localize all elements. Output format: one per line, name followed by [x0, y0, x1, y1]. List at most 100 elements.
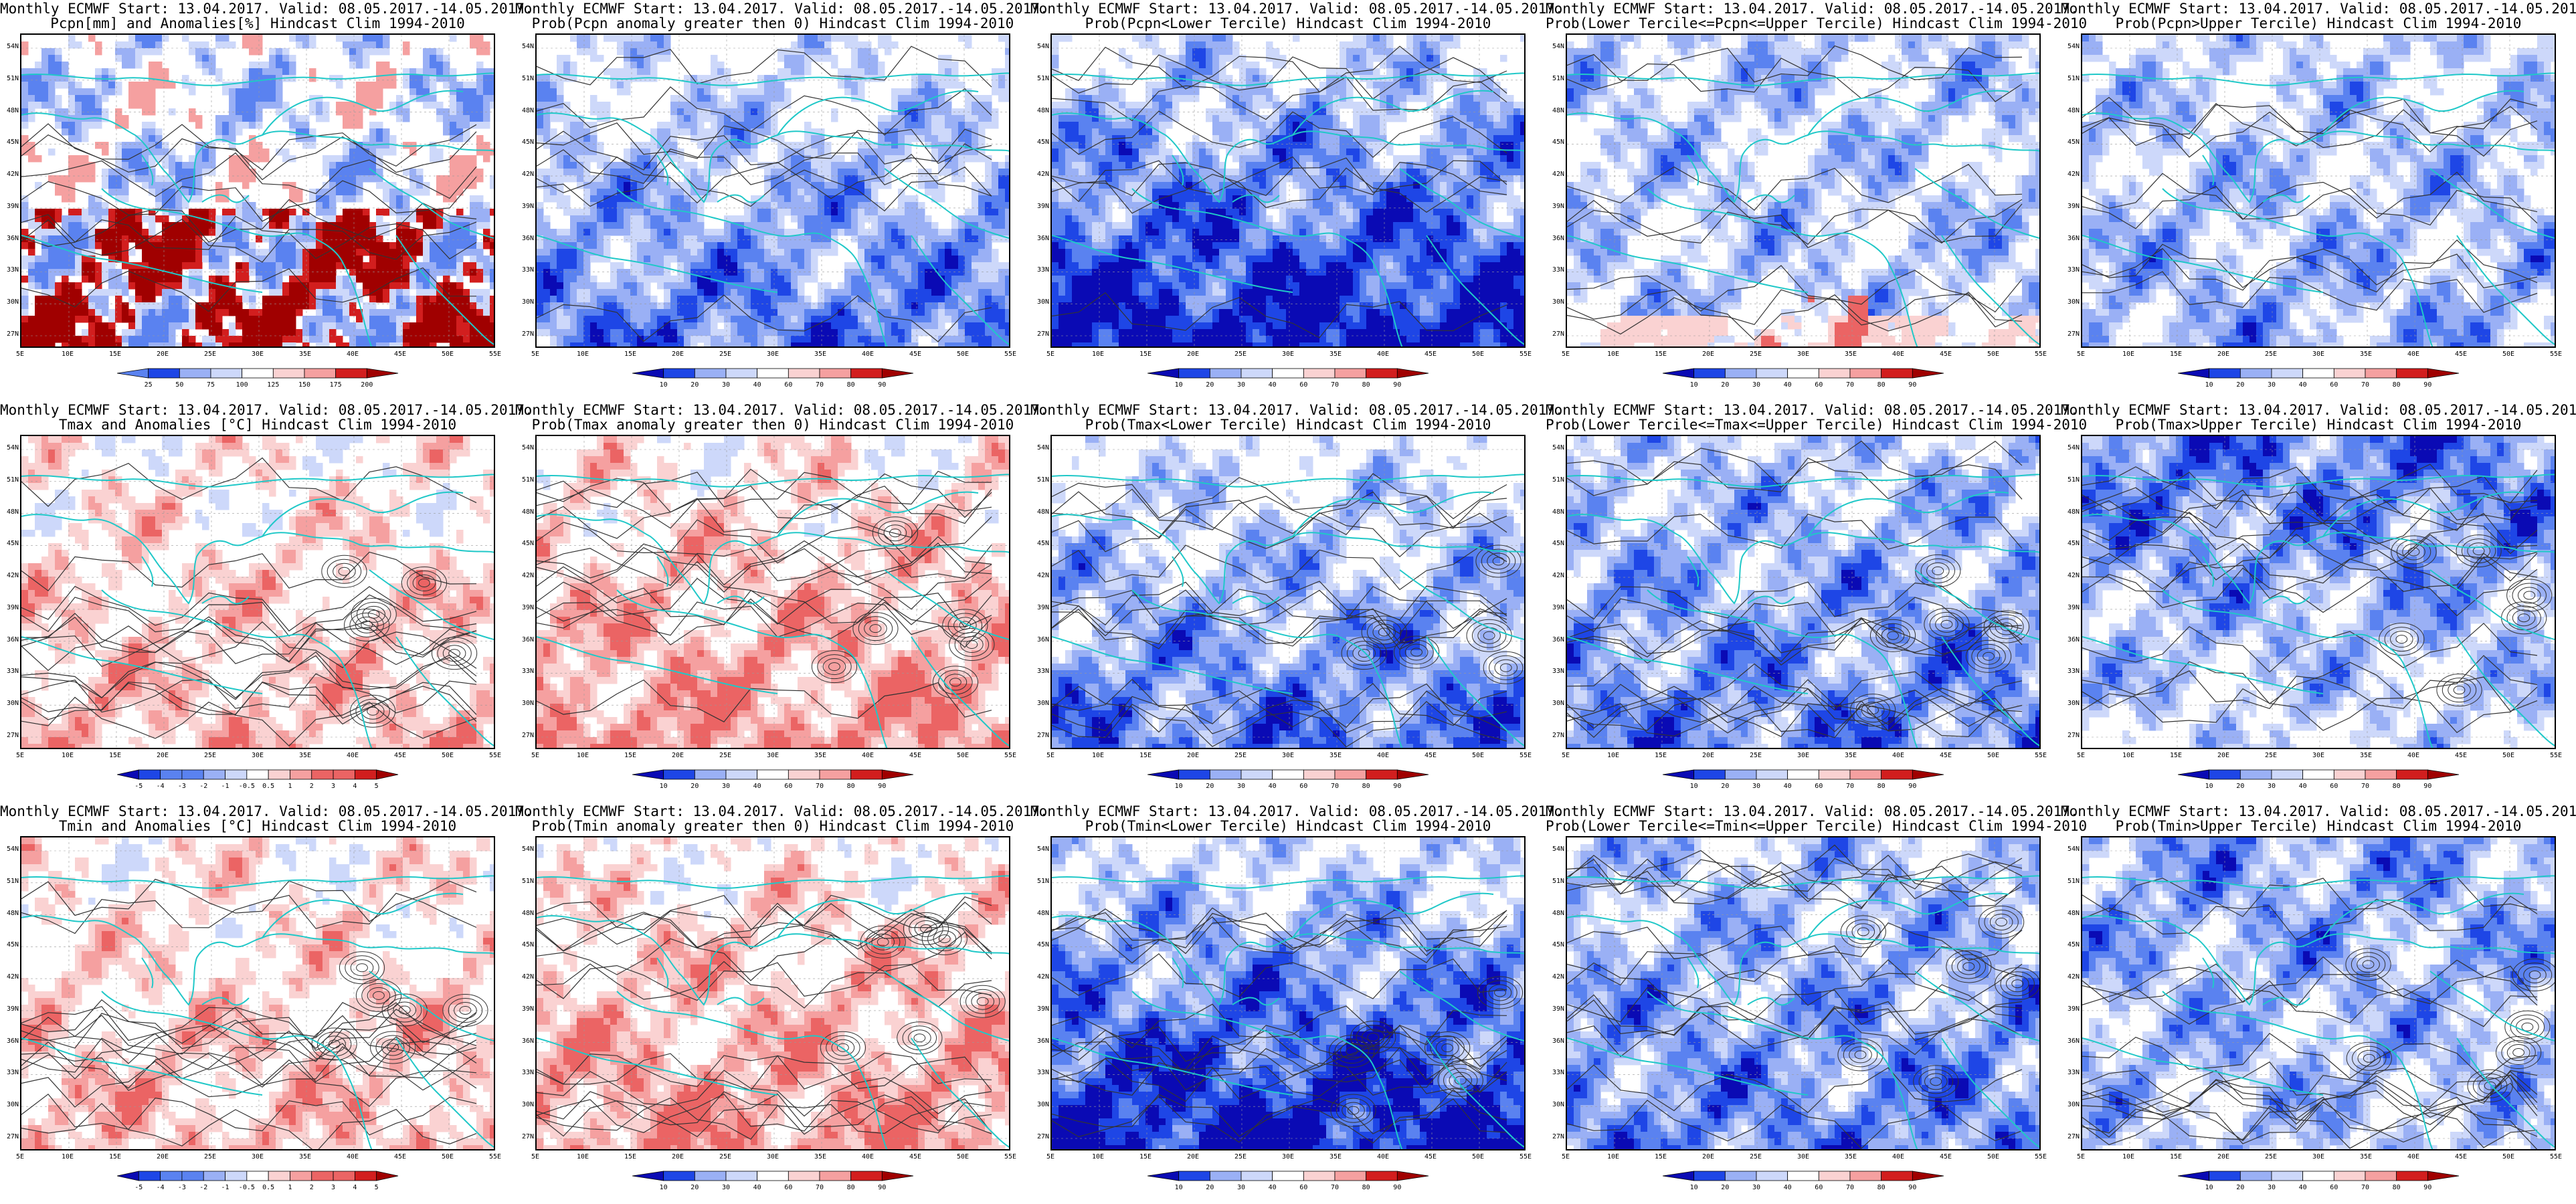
colorbar-swatch	[181, 769, 204, 780]
isoline-ring	[344, 608, 390, 641]
isoline-ring	[356, 963, 368, 973]
isoline-ring	[387, 997, 422, 1023]
colorbar-swatch	[788, 1171, 820, 1181]
isoline-ring	[431, 637, 478, 670]
colorbar-swatch	[1787, 769, 1819, 780]
latitude-label: 51N	[1547, 476, 1564, 484]
colorbar-tick-label: 20	[1206, 381, 1214, 389]
longitude-label: 35E	[814, 1153, 826, 1161]
colorbar-tick-label: 10	[2205, 381, 2213, 389]
longitude-label: 55E	[1004, 752, 1016, 759]
isoline-ring	[1394, 635, 1440, 669]
isoline	[537, 932, 992, 981]
coastline	[21, 1037, 263, 1096]
coastline	[1052, 235, 1293, 293]
colorbar-tick-label: 40	[1269, 1184, 1277, 1191]
coastline	[2429, 569, 2555, 640]
longitude-label: 30E	[767, 350, 779, 358]
latitude-label: 27N	[2062, 330, 2080, 338]
isoline	[1567, 581, 2023, 620]
longitude-label: 40E	[2407, 1153, 2419, 1161]
latitude-label: 27N	[1032, 1133, 1049, 1140]
isoline-ring	[1492, 557, 1505, 566]
latitude-label: 48N	[1, 910, 19, 917]
colorbar-tick-label: 70	[1846, 783, 1854, 790]
longitude-label: 20E	[672, 752, 684, 759]
latitude-label: 48N	[517, 910, 534, 917]
isoline-ring	[1989, 913, 2013, 930]
isoline-ring	[2357, 1049, 2381, 1067]
colorbar-swatch	[757, 769, 789, 780]
colorbar-swatch	[2333, 1171, 2366, 1181]
longitude-label: 5E	[1046, 1153, 1054, 1161]
isoline-ring	[2391, 535, 2437, 569]
longitude-label: 20E	[157, 752, 169, 759]
isoline-ring	[1929, 611, 1964, 637]
colorbar-tick-label: 10	[2205, 783, 2213, 790]
panel-title-run: Monthly ECMWF Start: 13.04.2017. Valid: …	[2061, 403, 2576, 417]
latitude-label: 33N	[1, 668, 19, 675]
colorbar-swatch	[850, 769, 883, 780]
latitude-label: 33N	[2062, 266, 2080, 274]
isoline	[1052, 1089, 1507, 1137]
longitude-label: 40E	[862, 752, 874, 759]
isoline	[21, 123, 477, 171]
longitude-label: 55E	[1520, 752, 1532, 759]
longitude-label: 5E	[16, 1153, 24, 1161]
isoline-ring	[1935, 615, 1958, 633]
colorbar-swatch	[138, 1171, 161, 1181]
latitude-label: 33N	[517, 1069, 534, 1076]
isoline	[21, 215, 477, 260]
coastline	[1567, 112, 2039, 203]
colorbar-tick-label: 90	[1393, 783, 1401, 790]
coastline	[1567, 474, 2039, 488]
latitude-label: 30N	[517, 298, 534, 306]
colorbar-swatch	[2209, 368, 2241, 379]
longitude-label: 25E	[2265, 350, 2277, 358]
latitude-label: 45N	[1032, 138, 1049, 146]
longitude-label: 15E	[2170, 350, 2182, 358]
longitude-label: 15E	[1655, 1153, 1667, 1161]
colorbar-swatch	[1724, 769, 1757, 780]
colorbar-tick-label: -5	[134, 783, 143, 790]
longitude-label: 35E	[1329, 752, 1342, 759]
colorbar-swatch	[757, 1171, 789, 1181]
colorbar	[2178, 368, 2460, 379]
colorbar-swatch	[1912, 1171, 1944, 1181]
coastline	[2456, 235, 2555, 345]
isoline-ring	[448, 649, 460, 658]
longitude-label: 10E	[2122, 1153, 2134, 1161]
isoline	[2082, 956, 2538, 1006]
colorbar-tick-label: -3	[178, 783, 186, 790]
colorbar-svg	[117, 769, 399, 780]
longitude-label: 55E	[2035, 1153, 2047, 1161]
colorbar-svg	[1147, 1171, 1429, 1181]
isoline	[1567, 597, 2023, 637]
isoline	[21, 617, 477, 663]
latitude-label: 48N	[1547, 107, 1564, 114]
isoline	[1567, 289, 2023, 328]
isoline	[1567, 440, 2023, 488]
isoline-ring	[373, 991, 385, 1000]
isoline	[1052, 910, 1507, 952]
isoline-ring	[1971, 643, 2006, 669]
isoline-ring	[872, 516, 918, 550]
latitude-label: 51N	[517, 75, 534, 82]
colorbar-tick-label: 90	[1393, 1184, 1401, 1191]
isoline	[537, 1097, 992, 1140]
isoline	[21, 585, 477, 632]
longitude-label: 55E	[1520, 350, 1532, 358]
isoline-ring	[2467, 1069, 2513, 1102]
map-svg	[1052, 35, 1524, 346]
colorbar-swatch	[366, 368, 399, 379]
colorbar-swatch	[2178, 769, 2210, 780]
coastline	[2202, 556, 2310, 605]
colorbar-swatch	[1787, 1171, 1819, 1181]
colorbar-tick-label: 40	[1784, 1184, 1792, 1191]
coastline	[1567, 1037, 1809, 1096]
isoline	[1052, 292, 1507, 338]
coastline	[2429, 971, 2555, 1041]
forecast-panel: Monthly ECMWF Start: 13.04.2017. Valid: …	[515, 401, 1048, 803]
colorbar-tick-label: 3	[331, 1184, 335, 1191]
colorbar-tick-label: 4	[353, 783, 357, 790]
